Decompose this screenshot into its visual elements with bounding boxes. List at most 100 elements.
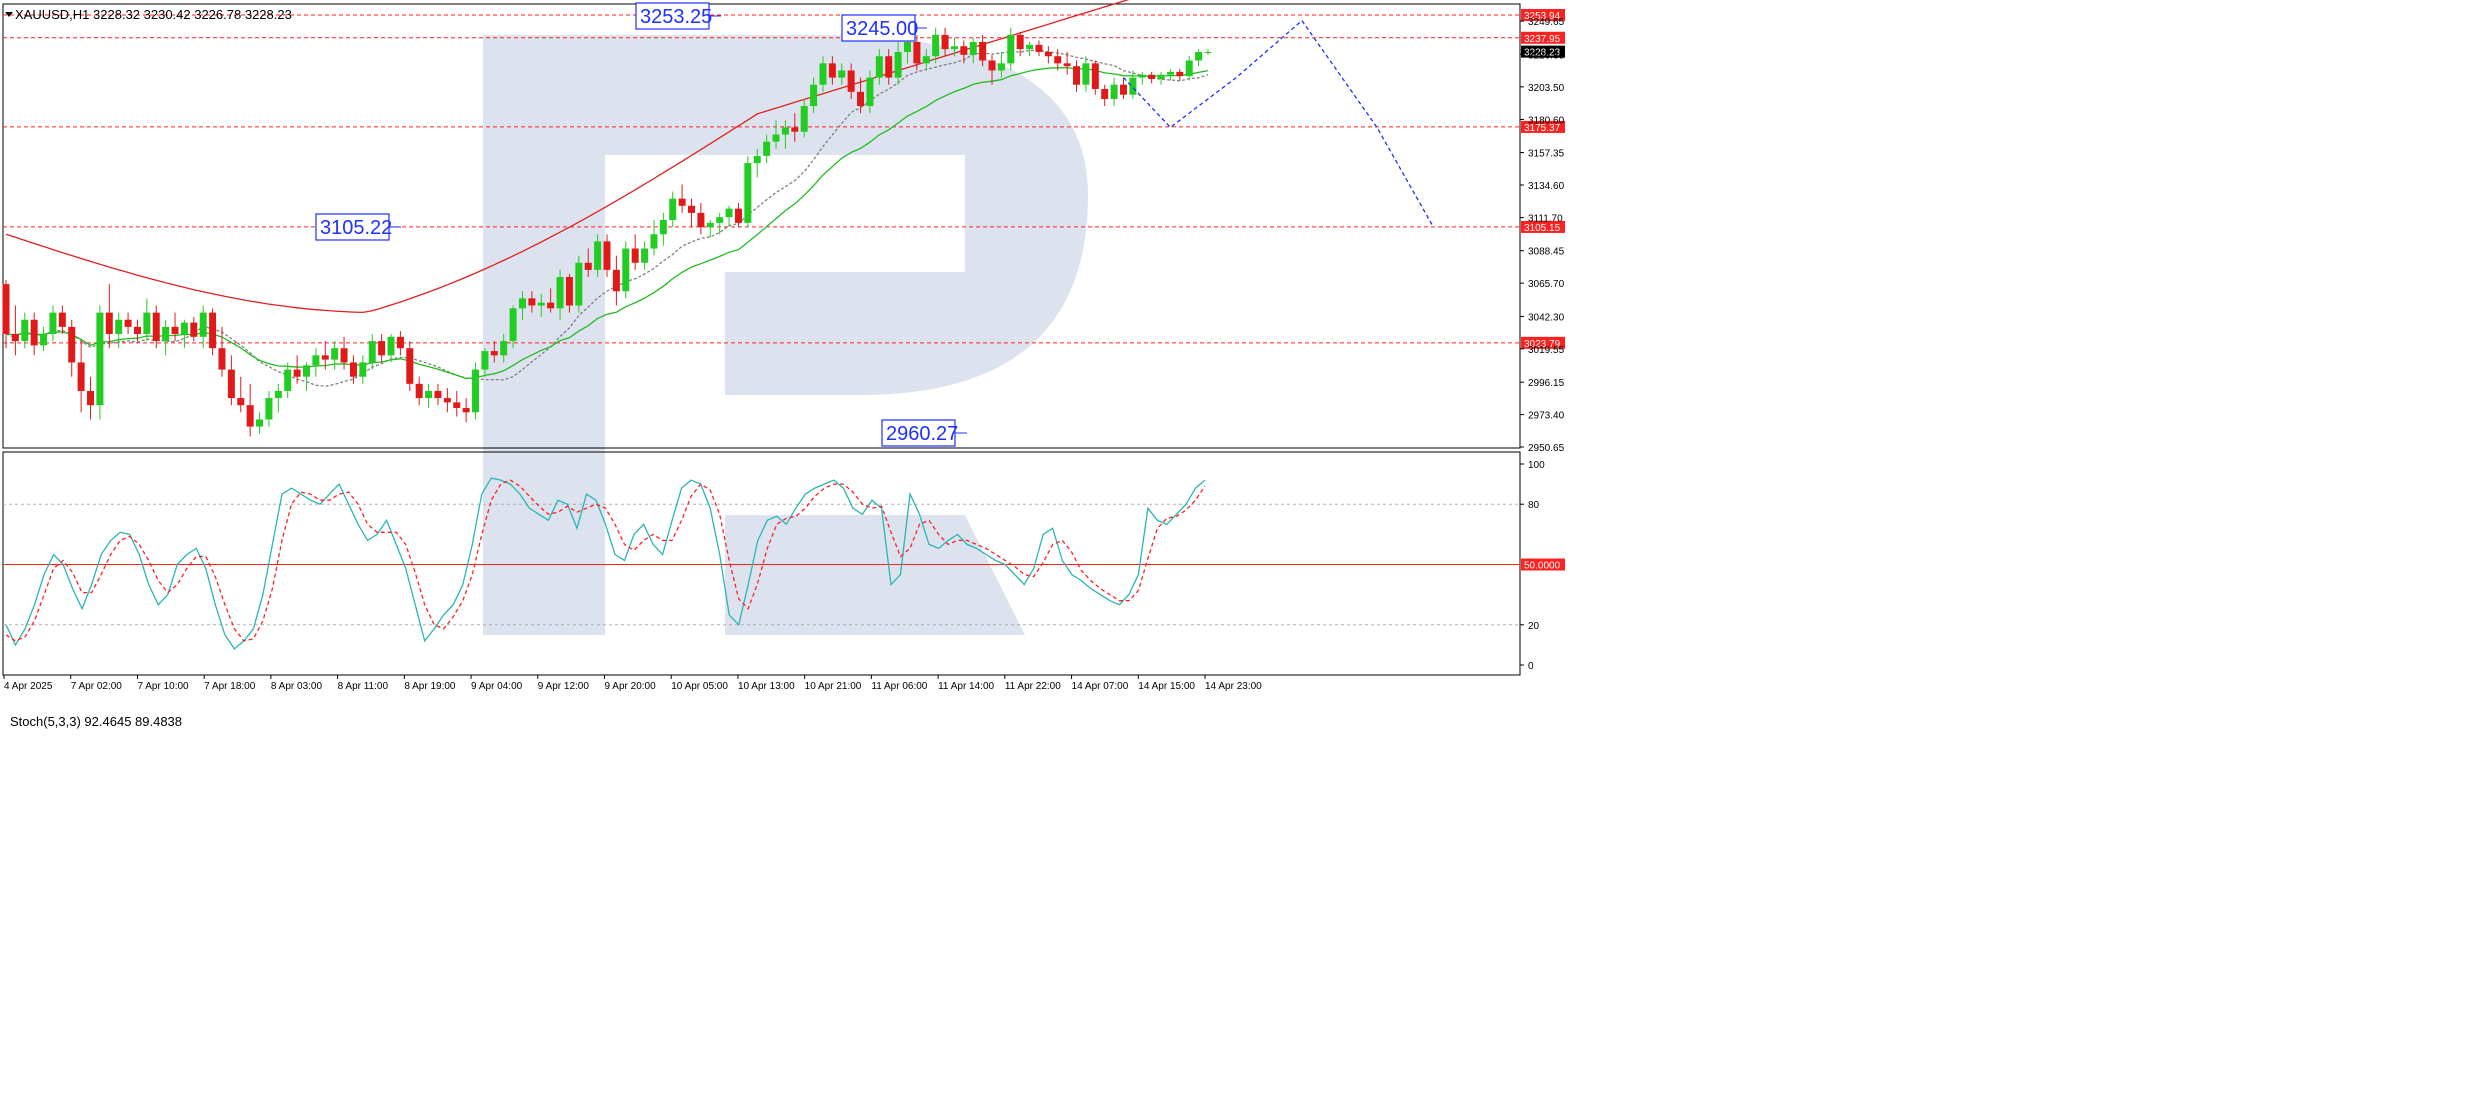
x-tick-label: 14 Apr 23:00 (1205, 681, 1262, 692)
y-tick-label: 3157.35 (1528, 149, 1565, 160)
y-tick-label: 3203.50 (1528, 83, 1565, 94)
candle-body (387, 336, 395, 356)
x-tick-label: 10 Apr 13:00 (738, 681, 795, 692)
candle-body (612, 269, 620, 292)
candle-body (434, 390, 442, 399)
candle-body (1119, 84, 1127, 95)
candle-body (199, 312, 207, 337)
candle-body (969, 41, 977, 55)
candle-body (378, 341, 386, 356)
candle-body (1007, 34, 1015, 64)
candle-body (781, 127, 789, 135)
stoch-tick-label: 20 (1528, 621, 1540, 632)
watermark-leg (725, 515, 1025, 635)
stoch-mid-tag (1521, 558, 1565, 571)
candle-body (11, 333, 19, 342)
x-tick-label: 7 Apr 10:00 (137, 681, 189, 692)
price-pane: 3253.25 3245.00 3105.22 2960.27 (2, 0, 1521, 449)
candle-body (697, 212, 705, 228)
candle-body (237, 398, 245, 406)
x-tick-label: 9 Apr 20:00 (605, 681, 657, 692)
candle-body (800, 106, 808, 132)
candle-body (368, 341, 376, 363)
candle-body (256, 419, 264, 427)
candle-body (115, 319, 123, 334)
y-tick-label: 2996.15 (1528, 378, 1565, 389)
candle-body (96, 312, 104, 406)
candle-body (847, 70, 855, 92)
candle-body (133, 326, 141, 334)
candle-body (753, 155, 761, 164)
stoch-tick-label: 100 (1528, 460, 1545, 471)
candle-body (246, 405, 254, 427)
price-pane-frame (2, 3, 1521, 449)
candle-body (1054, 56, 1062, 64)
candle-body (603, 241, 611, 270)
candle-body (143, 312, 151, 334)
candle-body (396, 336, 404, 349)
x-tick-label: 9 Apr 04:00 (471, 681, 523, 692)
candle-body (331, 348, 339, 360)
candle-body (622, 248, 630, 292)
stoch-header: Stoch(5,3,3) 92.4645 89.4838 (10, 714, 182, 729)
candle-body (1110, 84, 1118, 99)
y-tick-label: 3180.60 (1528, 115, 1565, 126)
stoch-pane-frame (2, 451, 1521, 676)
candle-body (274, 390, 282, 399)
y-tick-label: 3019.55 (1528, 345, 1565, 356)
stoch-main-line (5, 477, 1206, 650)
x-tick-label: 10 Apr 05:00 (671, 681, 728, 692)
annotation-label: 3105.22 (320, 217, 392, 239)
x-tick-label: 8 Apr 19:00 (404, 681, 456, 692)
x-tick-label: 11 Apr 22:00 (1005, 681, 1061, 692)
candle-body (312, 355, 320, 366)
level-price-label: 3253.94 (1524, 11, 1561, 22)
candle-body (791, 127, 799, 132)
candle-body (659, 220, 667, 235)
candle-body (594, 241, 602, 270)
candle-body (1166, 71, 1174, 75)
candle-body (1063, 63, 1071, 67)
candle-body (124, 319, 132, 327)
candle-body (1082, 63, 1090, 85)
candle-body (922, 56, 930, 64)
dropdown-triangle-icon[interactable] (5, 12, 13, 17)
candle-body (359, 362, 367, 377)
candle-body (650, 234, 658, 249)
candle-body (1176, 71, 1184, 77)
candle-body (77, 362, 85, 391)
candle-body (772, 134, 780, 142)
candle-body (960, 46, 968, 55)
candle-body (1091, 63, 1099, 89)
candle-body (885, 56, 893, 78)
candle-body (828, 63, 836, 78)
level-price-tag (1521, 31, 1565, 44)
stoch-signal-line (5, 479, 1206, 642)
candle-body (706, 222, 714, 228)
symbol-header: XAUUSD,H1 3228.32 3230.42 3226.78 3228.2… (5, 7, 292, 22)
x-tick-label: 10 Apr 21:00 (805, 681, 862, 692)
candle-body (425, 390, 433, 399)
candle-body (30, 319, 38, 346)
x-tick-label: 9 Apr 12:00 (538, 681, 590, 692)
x-tick-label: 4 Apr 2025 (4, 681, 53, 692)
candle-body (500, 341, 508, 356)
candle-body (453, 402, 461, 409)
candle-body (1101, 88, 1109, 99)
candle-body (152, 312, 160, 342)
candle-body (1044, 51, 1052, 57)
level-price-tag (1521, 120, 1565, 133)
candle-body (725, 208, 733, 218)
candle-body (904, 41, 911, 52)
candle-body (105, 312, 113, 334)
candle-body (21, 319, 29, 342)
candle-body (1138, 74, 1146, 78)
candle-body (87, 390, 95, 406)
x-tick-label: 14 Apr 15:00 (1138, 681, 1195, 692)
watermark-logo (483, 35, 1088, 635)
candle-body (734, 208, 742, 223)
candle-body (997, 63, 1005, 71)
candle-body (988, 60, 996, 71)
candle-body (321, 355, 329, 360)
candle-body (866, 77, 874, 107)
